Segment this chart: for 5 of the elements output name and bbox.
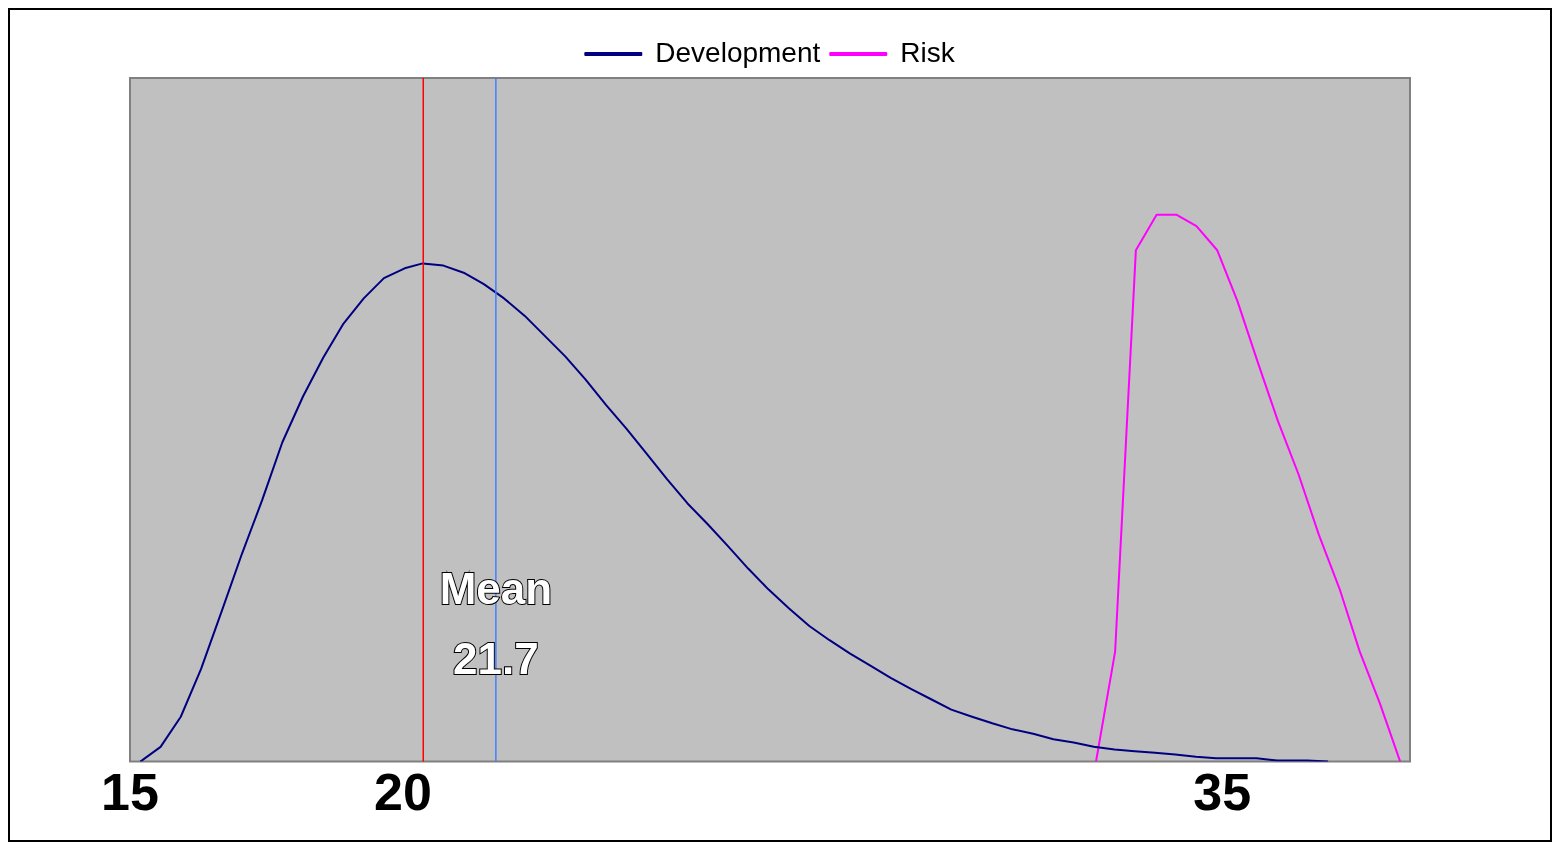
x-tick-label: 15 [101, 763, 159, 822]
x-tick-label: 20 [374, 763, 432, 822]
legend-label: Development [655, 36, 821, 68]
x-tick-label: 35 [1193, 763, 1252, 822]
legend-label: Risk [900, 36, 956, 68]
